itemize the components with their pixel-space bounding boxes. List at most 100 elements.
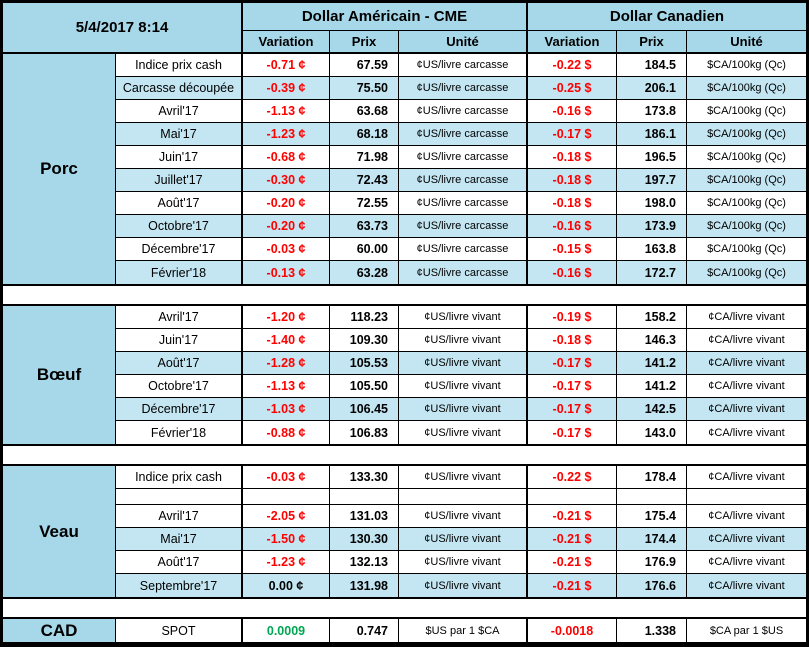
row-label: Décembre'17 <box>116 238 243 261</box>
cad-price-cell: 184.5 <box>617 54 687 77</box>
usd-unit-cell: ¢US/livre vivant <box>399 352 528 375</box>
cad-variation-cell: -0.17 $ <box>528 421 617 444</box>
empty-cell <box>687 489 806 505</box>
cad-price-cell: 142.5 <box>617 398 687 421</box>
usd-price-cell: 63.73 <box>330 215 399 238</box>
usd-price-cell: 106.45 <box>330 398 399 421</box>
row-label: Avril'17 <box>116 505 243 528</box>
cad-unit-cell: ¢CA/livre vivant <box>687 466 806 489</box>
row-label: Mai'17 <box>116 528 243 551</box>
usd-unit-cell: ¢US/livre vivant <box>399 505 528 528</box>
cad-variation-cell: -0.18 $ <box>528 169 617 192</box>
cad-price-cell: 141.2 <box>617 352 687 375</box>
usd-price-cell: 75.50 <box>330 77 399 100</box>
usd-variation-cell: -0.68 ¢ <box>243 146 330 169</box>
cad-unit-cell: ¢CA/livre vivant <box>687 505 806 528</box>
usd-variation-cell: -1.03 ¢ <box>243 398 330 421</box>
cad-prix-header: Prix <box>617 31 687 52</box>
cad-variation-cell: -0.17 $ <box>528 398 617 421</box>
cad-unit-cell: $CA/100kg (Qc) <box>687 123 806 146</box>
empty-cell <box>330 489 399 505</box>
row-label: Décembre'17 <box>116 398 243 421</box>
section-cad: CAD SPOT 0.0009 0.747 $US par 1 $CA -0.0018 1.… <box>3 617 806 644</box>
row-label: Octobre'17 <box>116 375 243 398</box>
cad-price-cell: 175.4 <box>617 505 687 528</box>
usd-unit-cell: ¢US/livre carcasse <box>399 238 528 261</box>
cad-unit-cell: ¢CA/livre vivant <box>687 375 806 398</box>
usd-price-cell: 72.43 <box>330 169 399 192</box>
usd-unit-cell: ¢US/livre carcasse <box>399 169 528 192</box>
usd-variation-cell: -0.20 ¢ <box>243 192 330 215</box>
row-label: Février'18 <box>116 421 243 444</box>
row-label: Juin'17 <box>116 329 243 352</box>
row-label: Août'17 <box>116 551 243 574</box>
section-porc: Porc Indice prix cash -0.71 ¢ 67.59 ¢US/livr… <box>3 52 806 286</box>
usd-variation-cell: -1.23 ¢ <box>243 551 330 574</box>
usd-variation-cell: -0.20 ¢ <box>243 215 330 238</box>
cad-price-cell: 196.5 <box>617 146 687 169</box>
section-label-boeuf: Bœuf <box>3 306 116 444</box>
cad-variation-cell: -0.17 $ <box>528 375 617 398</box>
cad-variation-cell: -0.21 $ <box>528 551 617 574</box>
cad-variation-cell: -0.17 $ <box>528 123 617 146</box>
cad-unit-cell: $CA/100kg (Qc) <box>687 169 806 192</box>
row-label: Indice prix cash <box>116 54 243 77</box>
section-label-porc: Porc <box>3 54 116 284</box>
cad-unit-cell: $CA/100kg (Qc) <box>687 54 806 77</box>
cad-price-cell: 198.0 <box>617 192 687 215</box>
section-gap <box>3 446 806 464</box>
usd-prix-header: Prix <box>330 31 399 52</box>
cad-unite-header: Unité <box>730 34 763 49</box>
cad-unit-cell: $CA/100kg (Qc) <box>687 215 806 238</box>
usd-unit-cell: ¢US/livre vivant <box>399 329 528 352</box>
cad-price-cell: 173.8 <box>617 100 687 123</box>
cad-variation-cell: -0.19 $ <box>528 306 617 329</box>
cad-variation-cell: -0.18 $ <box>528 192 617 215</box>
cad-price-cell: 197.7 <box>617 169 687 192</box>
cad-unit-cell: $CA/100kg (Qc) <box>687 238 806 261</box>
usd-variation-header: Variation <box>243 31 330 52</box>
usd-unit-cell: ¢US/livre vivant <box>399 375 528 398</box>
usd-variation-cell: -1.23 ¢ <box>243 123 330 146</box>
usd-unit-cell: ¢US/livre carcasse <box>399 123 528 146</box>
cad-price-cell: 176.6 <box>617 574 687 597</box>
sections-container: Porc Indice prix cash -0.71 ¢ 67.59 ¢US/livr… <box>3 52 806 644</box>
usd-price-cell: 133.30 <box>330 466 399 489</box>
cad-variation-cell: -0.17 $ <box>528 352 617 375</box>
section-label-veau: Veau <box>3 466 116 597</box>
row-label: Avril'17 <box>116 100 243 123</box>
usd-unit-cell: ¢US/livre carcasse <box>399 100 528 123</box>
cad-price-cell: 206.1 <box>617 77 687 100</box>
section-gap <box>3 599 806 617</box>
usd-unit-cell: ¢US/livre carcasse <box>399 77 528 100</box>
usd-price-cell: 132.13 <box>330 551 399 574</box>
usd-variation-cell: -2.05 ¢ <box>243 505 330 528</box>
usd-price-cell: 131.03 <box>330 505 399 528</box>
row-label: Février'18 <box>116 261 243 284</box>
empty-cell <box>116 489 243 505</box>
usd-price-cell: 105.53 <box>330 352 399 375</box>
usd-variation-cell: -1.40 ¢ <box>243 329 330 352</box>
row-label: Août'17 <box>116 352 243 375</box>
usd-price-cell: 68.18 <box>330 123 399 146</box>
usd-variation-cell: -1.13 ¢ <box>243 375 330 398</box>
cad-unit-cell: $CA/100kg (Qc) <box>687 146 806 169</box>
usd-unite-header: Unité <box>399 31 528 52</box>
usd-variation-cell: -1.20 ¢ <box>243 306 330 329</box>
usd-price-cell: 67.59 <box>330 54 399 77</box>
report-datetime: 5/4/2017 8:14 <box>3 3 243 52</box>
row-label: Octobre'17 <box>116 215 243 238</box>
usd-variation-cell: -0.03 ¢ <box>243 466 330 489</box>
cad-variation-cell: -0.16 $ <box>528 261 617 284</box>
cad-variation-cell: -0.15 $ <box>528 238 617 261</box>
cad-unit-cell: $CA/100kg (Qc) <box>687 77 806 100</box>
cad-unit-cell: $CA/100kg (Qc) <box>687 100 806 123</box>
row-label: Août'17 <box>116 192 243 215</box>
cad-variation-cell: -0.16 $ <box>528 100 617 123</box>
cad-unit-cell: $CA par 1 $US <box>687 619 806 642</box>
cad-price-cell: 172.7 <box>617 261 687 284</box>
row-label: Indice prix cash <box>116 466 243 489</box>
usd-variation-cell: 0.00 ¢ <box>243 574 330 597</box>
usd-price-cell: 71.98 <box>330 146 399 169</box>
